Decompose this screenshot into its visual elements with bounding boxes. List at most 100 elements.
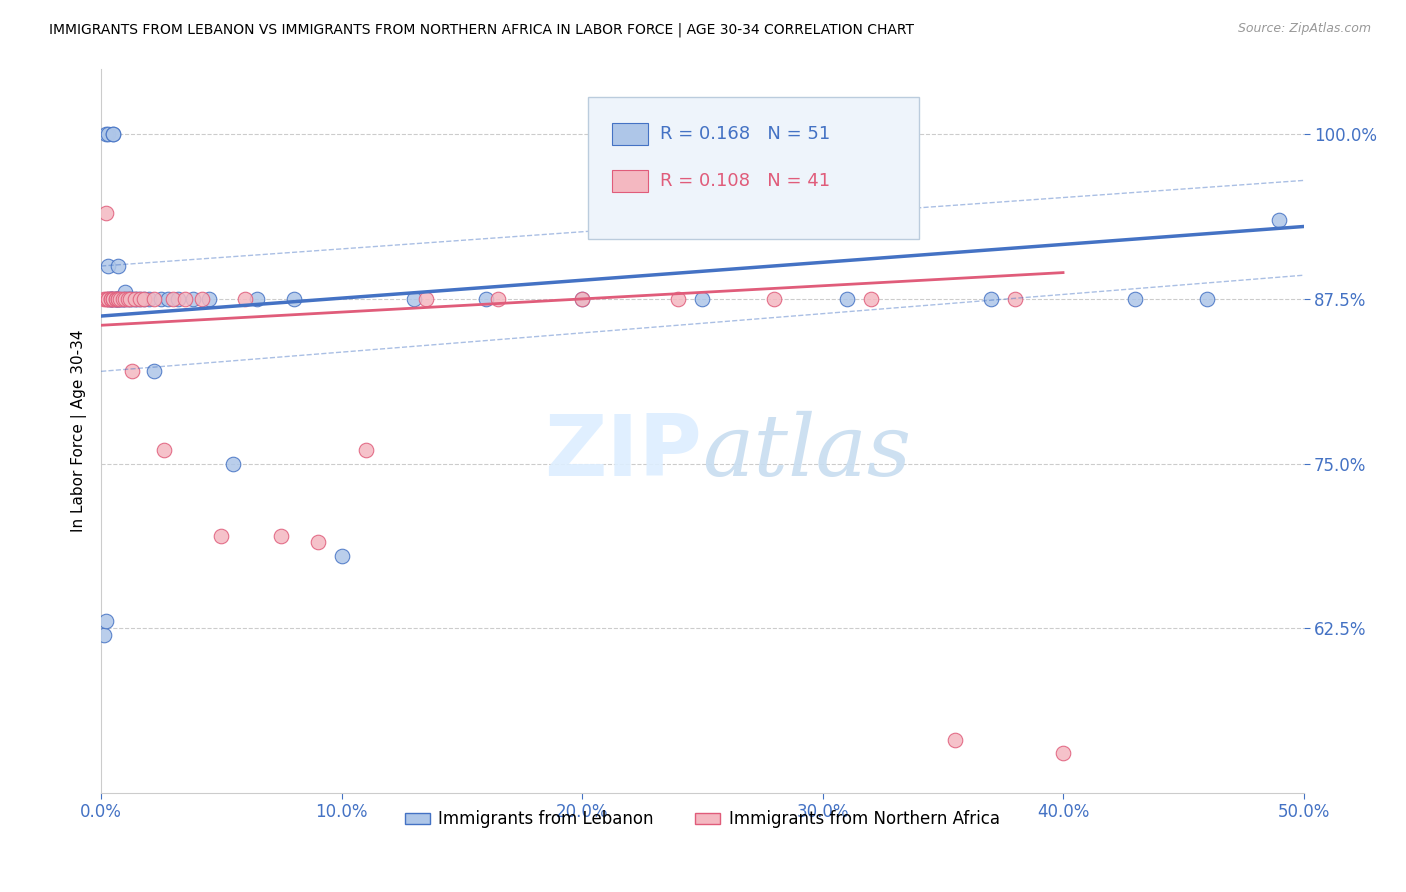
- Point: [94, 292, 117, 306]
- Bar: [612, 169, 648, 192]
- Point: [97, 292, 120, 306]
- Point: [198, 292, 221, 306]
- Point: [124, 292, 146, 306]
- Point: [354, 443, 377, 458]
- Point: [571, 292, 593, 306]
- Point: [118, 292, 141, 306]
- Point: [235, 292, 257, 306]
- Point: [110, 292, 132, 306]
- Bar: [612, 123, 648, 145]
- Point: [283, 292, 305, 306]
- Point: [181, 292, 204, 306]
- Point: [121, 292, 143, 306]
- Point: [150, 292, 173, 306]
- FancyBboxPatch shape: [588, 97, 918, 239]
- Point: [101, 128, 124, 142]
- Point: [93, 292, 115, 306]
- Point: [114, 285, 136, 300]
- Point: [1004, 292, 1026, 306]
- Point: [157, 292, 180, 306]
- Point: [104, 292, 127, 306]
- Point: [110, 292, 132, 306]
- Point: [692, 292, 714, 306]
- Point: [174, 292, 197, 306]
- Point: [107, 259, 129, 273]
- Point: [114, 292, 136, 306]
- Point: [127, 292, 149, 306]
- Point: [104, 292, 127, 306]
- Point: [162, 292, 184, 306]
- Point: [100, 292, 122, 306]
- Text: IMMIGRANTS FROM LEBANON VS IMMIGRANTS FROM NORTHERN AFRICA IN LABOR FORCE | AGE : IMMIGRANTS FROM LEBANON VS IMMIGRANTS FR…: [49, 22, 914, 37]
- Point: [101, 128, 124, 142]
- Point: [94, 128, 117, 142]
- Point: [121, 364, 143, 378]
- Point: [111, 292, 134, 306]
- Point: [475, 292, 498, 306]
- Point: [100, 292, 122, 306]
- Point: [128, 292, 150, 306]
- Point: [111, 292, 134, 306]
- Point: [143, 292, 166, 306]
- Point: [97, 292, 120, 306]
- Point: [97, 292, 120, 306]
- Point: [486, 292, 509, 306]
- Point: [859, 292, 882, 306]
- Point: [107, 292, 129, 306]
- Point: [415, 292, 437, 306]
- Y-axis label: In Labor Force | Age 30-34: In Labor Force | Age 30-34: [72, 329, 87, 532]
- Point: [1123, 292, 1146, 306]
- Point: [1197, 292, 1219, 306]
- Text: Source: ZipAtlas.com: Source: ZipAtlas.com: [1237, 22, 1371, 36]
- Point: [97, 259, 120, 273]
- Point: [94, 206, 117, 220]
- Point: [93, 628, 115, 642]
- Point: [107, 292, 129, 306]
- Point: [100, 292, 122, 306]
- Legend: Immigrants from Lebanon, Immigrants from Northern Africa: Immigrants from Lebanon, Immigrants from…: [398, 804, 1007, 835]
- Point: [104, 292, 127, 306]
- Point: [571, 292, 593, 306]
- Point: [209, 529, 232, 543]
- Point: [118, 292, 141, 306]
- Point: [104, 292, 127, 306]
- Point: [763, 292, 786, 306]
- Point: [117, 292, 139, 306]
- Point: [1268, 213, 1291, 227]
- Point: [128, 292, 150, 306]
- Point: [101, 292, 124, 306]
- Point: [97, 128, 120, 142]
- Point: [1052, 746, 1074, 760]
- Point: [152, 443, 174, 458]
- Point: [402, 292, 425, 306]
- Point: [191, 292, 214, 306]
- Point: [100, 292, 122, 306]
- Point: [138, 292, 160, 306]
- Point: [143, 364, 166, 378]
- Point: [101, 292, 124, 306]
- Point: [107, 292, 129, 306]
- Point: [101, 292, 124, 306]
- Point: [943, 733, 966, 747]
- Text: R = 0.108   N = 41: R = 0.108 N = 41: [661, 172, 831, 190]
- Point: [167, 292, 190, 306]
- Point: [134, 292, 156, 306]
- Point: [835, 292, 858, 306]
- Point: [270, 529, 292, 543]
- Point: [117, 292, 139, 306]
- Point: [107, 292, 129, 306]
- Text: atlas: atlas: [703, 411, 911, 493]
- Text: R = 0.168   N = 51: R = 0.168 N = 51: [661, 125, 831, 143]
- Point: [330, 549, 353, 563]
- Point: [124, 292, 146, 306]
- Point: [111, 292, 134, 306]
- Point: [134, 292, 156, 306]
- Point: [666, 292, 689, 306]
- Point: [246, 292, 269, 306]
- Point: [110, 292, 132, 306]
- Point: [307, 535, 329, 549]
- Point: [114, 292, 136, 306]
- Text: ZIP: ZIP: [544, 411, 703, 494]
- Point: [94, 615, 117, 629]
- Point: [222, 457, 245, 471]
